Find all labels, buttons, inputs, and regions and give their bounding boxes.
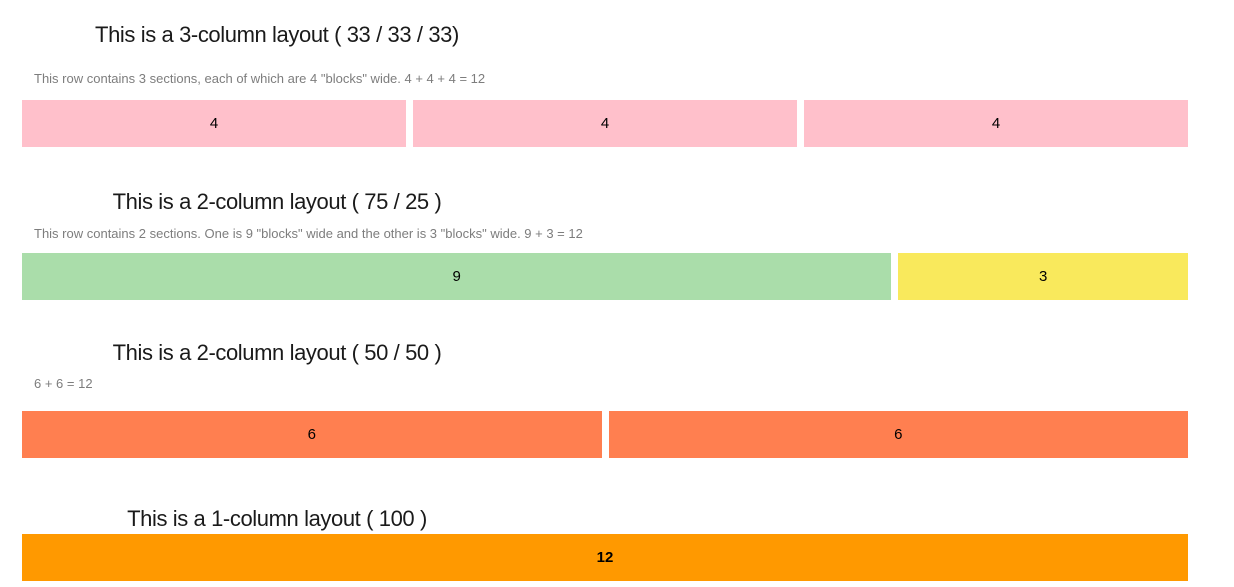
- grid-block: 9: [22, 253, 892, 300]
- grid-row: 9 3: [22, 253, 1188, 300]
- grid-row: 12: [22, 534, 1188, 581]
- section-heading-wrap: This is a 3-column layout ( 33 / 33 / 33…: [22, 0, 532, 46]
- section-description: This row contains 2 sections. One is 9 "…: [34, 226, 583, 241]
- section-2-column-50-50-layout: This is a 2-column layout ( 50 / 50 ) 6 …: [22, 300, 1188, 458]
- section-heading: This is a 2-column layout ( 75 / 25 ): [112, 189, 442, 214]
- section-heading: This is a 3-column layout ( 33 / 33 / 33…: [95, 22, 459, 47]
- block-span-label: 6: [307, 426, 316, 443]
- section-heading: This is a 1-column layout ( 100 ): [127, 506, 427, 531]
- section-heading: This is a 2-column layout ( 50 / 50 ): [112, 340, 442, 365]
- section-heading-wrap: This is a 2-column layout ( 75 / 25 ): [22, 147, 532, 213]
- grid-block: 12: [22, 534, 1188, 581]
- grid-block: 6: [608, 411, 1188, 458]
- page-content: This is a 3-column layout ( 33 / 33 / 33…: [22, 0, 1188, 581]
- section-1-column-layout: This is a 1-column layout ( 100 ) 12: [22, 458, 1188, 581]
- block-span-label: 4: [209, 115, 219, 132]
- section-description: 6 + 6 = 12: [34, 376, 93, 391]
- section-heading-wrap: This is a 1-column layout ( 100 ): [22, 458, 532, 530]
- section-heading-wrap: This is a 2-column layout ( 50 / 50 ): [22, 300, 532, 364]
- block-span-label: 3: [1038, 268, 1048, 285]
- grid-block: 6: [22, 411, 602, 458]
- block-span-label: 9: [452, 268, 461, 285]
- section-description: This row contains 3 sections, each of wh…: [34, 71, 486, 86]
- section-2-column-75-25-layout: This is a 2-column layout ( 75 / 25 ) Th…: [22, 147, 1188, 300]
- grid-block: 4: [22, 100, 406, 147]
- grid-row: 4 4 4: [22, 100, 1188, 147]
- block-span-label: 12: [596, 549, 614, 566]
- block-span-label: 4: [991, 115, 1001, 132]
- grid-row: 6 6: [22, 411, 1188, 458]
- block-span-label: 4: [600, 115, 610, 132]
- grid-block: 4: [804, 100, 1188, 147]
- grid-block: 4: [413, 100, 797, 147]
- section-3-column-layout: This is a 3-column layout ( 33 / 33 / 33…: [22, 0, 1188, 147]
- grid-block: 3: [898, 253, 1188, 300]
- block-span-label: 6: [894, 426, 903, 443]
